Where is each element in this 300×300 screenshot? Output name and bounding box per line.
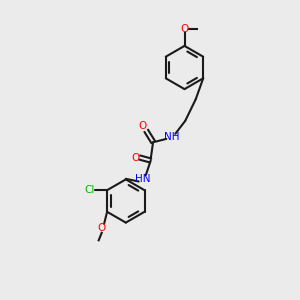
Text: HN: HN: [135, 173, 150, 184]
Text: O: O: [180, 24, 189, 34]
Text: Cl: Cl: [84, 185, 94, 195]
Text: O: O: [98, 223, 106, 233]
Text: NH: NH: [164, 132, 179, 142]
Text: O: O: [131, 152, 139, 163]
Text: O: O: [139, 121, 147, 131]
